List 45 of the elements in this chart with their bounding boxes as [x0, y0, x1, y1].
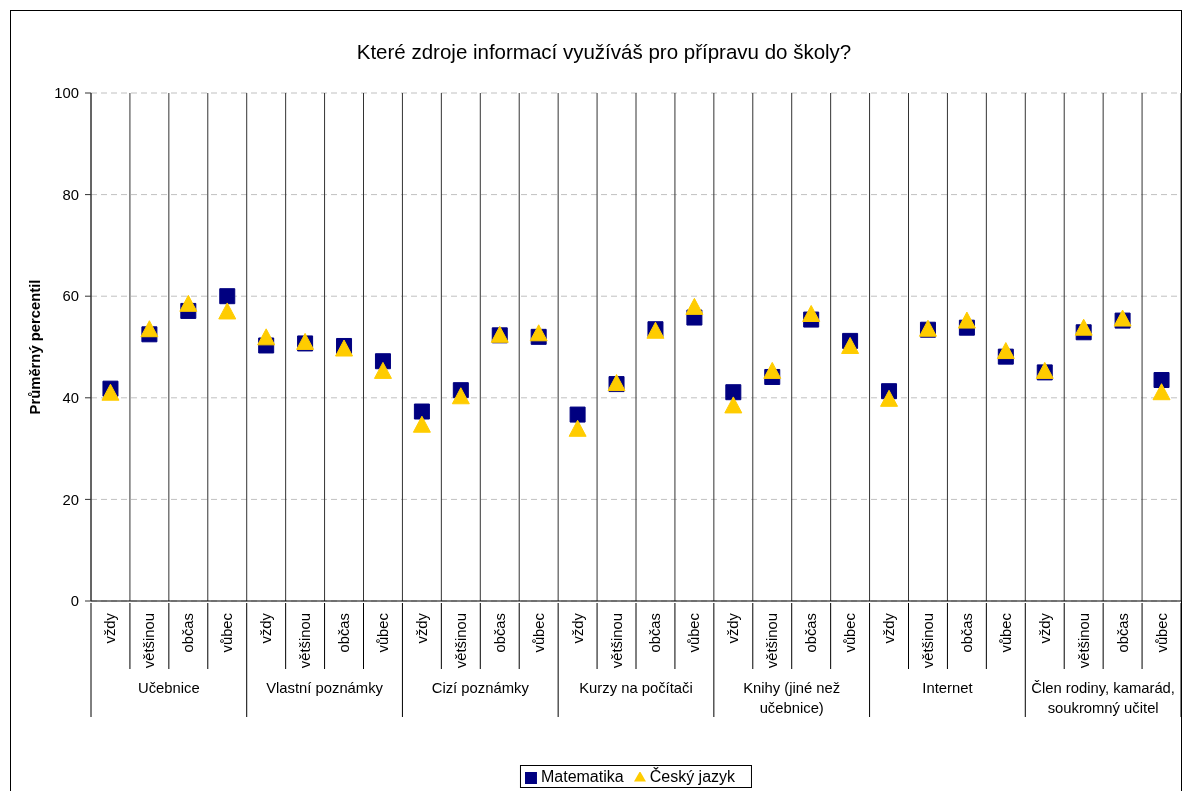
chart-title: Které zdroje informací využíváš pro přípravu do školy?: [355, 39, 853, 65]
y-tick-label: 0: [70, 593, 79, 610]
x-tick-label: vůbec: [1153, 612, 1170, 653]
x-tick-label: většinou: [919, 613, 936, 669]
text: Kurzy na počítači: [579, 680, 693, 696]
x-tick-label: vždy: [725, 612, 742, 644]
x-tick-label: většinou: [608, 613, 625, 669]
text: Internet: [922, 680, 973, 696]
x-tick-label: většinou: [764, 613, 781, 669]
text: Učebnice: [138, 680, 200, 696]
y-tick-label: 20: [62, 491, 79, 508]
x-tick-label: vždy: [569, 612, 586, 644]
x-tick-label: vůbec: [374, 612, 391, 653]
x-tick-label: občas: [803, 613, 820, 653]
x-tick-label: občas: [491, 613, 508, 653]
x-tick-label: občas: [336, 613, 353, 653]
text: Cizí poznámky: [431, 680, 530, 696]
x-tick-label: vůbec: [219, 612, 236, 653]
x-tick-label: vůbec: [842, 612, 859, 653]
y-tick-label: 40: [62, 390, 79, 407]
x-tick-label: vůbec: [530, 612, 547, 653]
x-tick-label: občas: [647, 613, 664, 653]
x-tick-label: vždy: [881, 612, 898, 644]
x-tick-label: vždy: [102, 612, 119, 644]
text: Vlastní poznámky: [266, 680, 384, 696]
x-tick-label: občas: [1114, 613, 1131, 653]
legend-label: Český jazyk: [649, 768, 736, 785]
y-tick-label: 100: [54, 85, 79, 102]
text: Člen rodiny, kamarád, soukromný učitel: [1031, 680, 1175, 716]
x-tick-label: vždy: [1036, 612, 1053, 644]
x-tick-label: většinou: [452, 613, 469, 669]
x-tick-label: občas: [958, 613, 975, 653]
x-tick-label: vždy: [258, 612, 275, 644]
x-tick-label: vždy: [413, 612, 430, 644]
x-tick-label: vůbec: [997, 612, 1014, 653]
legend-label: Matematika: [540, 768, 624, 785]
text: Knihy (jiné než učebnice): [743, 680, 841, 716]
y-tick-label: 80: [62, 186, 79, 203]
y-tick-label: 60: [62, 288, 79, 305]
x-tick-label: většinou: [297, 613, 314, 669]
x-tick-label: většinou: [1075, 613, 1092, 669]
x-tick-label: většinou: [141, 613, 158, 669]
x-tick-label: občas: [180, 613, 197, 653]
y-axis-title: Průměrný percentil: [27, 279, 44, 415]
x-tick-label: vůbec: [686, 612, 703, 653]
